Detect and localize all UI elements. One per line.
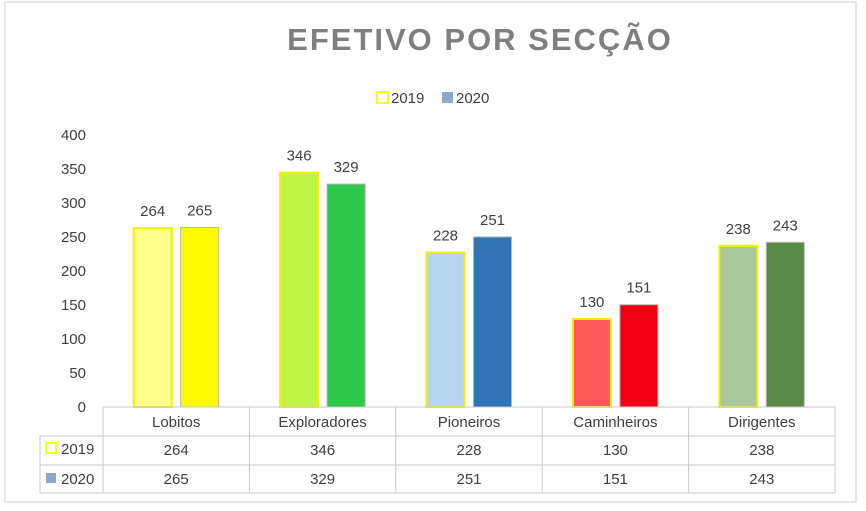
bars (132, 171, 805, 408)
table-cell-2019: 130 (603, 442, 628, 459)
bar-2019-dirigentes (718, 244, 759, 408)
legend-label-2019: 2019 (391, 90, 424, 107)
bar-2019-exploradores (279, 171, 320, 408)
table-legend-swatch-2019 (45, 442, 57, 454)
legend-swatch-2020 (442, 92, 453, 103)
data-label: 264 (140, 203, 165, 220)
data-label: 346 (287, 148, 312, 165)
chart-title: EFETIVO POR SECÇÃO (287, 22, 673, 57)
bar-2020-caminheiros (619, 304, 659, 408)
data-label: 228 (433, 228, 458, 245)
bar-2019-lobitos (132, 227, 173, 408)
data-table: 2019 2020 Lobitos 264 265 Exploradores 346 32… (39, 406, 836, 494)
y-tick-label: 400 (61, 127, 86, 144)
data-label: 243 (773, 217, 798, 234)
bar-2019-caminheiros (571, 317, 612, 408)
table-cell-2019: 238 (749, 442, 774, 459)
y-tick-label: 350 (61, 161, 86, 178)
data-label: 130 (579, 294, 604, 311)
table-series-label-2020: 2020 (61, 471, 94, 488)
y-tick-label: 0 (78, 399, 86, 416)
category-label: Dirigentes (728, 414, 796, 431)
bar-2019-pioneiros (425, 251, 466, 408)
table-cell-2020: 329 (310, 471, 335, 488)
table-series-label-2019: 2019 (61, 441, 94, 458)
y-tick-label: 250 (61, 229, 86, 246)
category-label: Exploradores (278, 414, 366, 431)
table-grid (39, 406, 836, 494)
y-tick-label: 50 (69, 365, 86, 382)
data-label: 151 (626, 280, 651, 297)
table-cell-2019: 346 (310, 442, 335, 459)
data-label: 265 (187, 202, 212, 219)
table-cell-2020: 151 (603, 471, 628, 488)
data-label: 251 (480, 212, 505, 229)
category-label: Pioneiros (438, 414, 501, 431)
y-tick-label: 300 (61, 195, 86, 212)
table-cell-2019: 228 (456, 442, 481, 459)
bar-2020-pioneiros (473, 236, 512, 408)
data-label: 238 (726, 221, 751, 238)
table-cell-2020: 251 (456, 471, 481, 488)
data-label: 329 (334, 159, 359, 176)
y-tick-label: 100 (61, 331, 86, 348)
table-cell-2019: 264 (164, 442, 189, 459)
category-label: Caminheiros (573, 414, 657, 431)
y-tick-label: 150 (61, 297, 86, 314)
legend: 2019 2020 (376, 90, 489, 107)
bar-2020-exploradores (326, 183, 366, 408)
bar-labels: 264 265 346 329 228 251 130 151 238 243 (140, 148, 798, 311)
y-axis: 0 50 100 150 200 250 300 350 400 (61, 127, 86, 416)
bar-2020-lobitos (180, 226, 220, 408)
legend-label-2020: 2020 (456, 90, 489, 107)
y-tick-label: 200 (61, 263, 86, 280)
category-label: Lobitos (152, 414, 200, 431)
table-cell-2020: 265 (164, 471, 189, 488)
table-cell-2020: 243 (749, 471, 774, 488)
legend-swatch-2019 (376, 91, 389, 104)
table-legend-swatch-2020 (46, 473, 56, 483)
bar-2020-dirigentes (765, 241, 805, 408)
table-cells: Lobitos 264 265 Exploradores 346 329 Pioneiros… (152, 414, 796, 488)
